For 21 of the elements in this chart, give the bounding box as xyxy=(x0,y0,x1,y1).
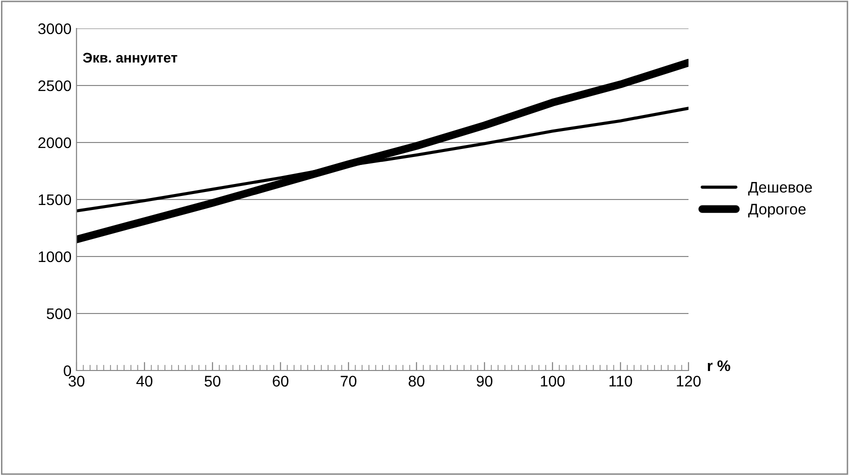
x-axis-title: r % xyxy=(708,360,730,372)
x-tick-label: 90 xyxy=(476,376,492,387)
x-tick-label: 30 xyxy=(68,376,84,387)
y-tick-label: 500 xyxy=(46,308,72,320)
legend-label: Дорогое xyxy=(748,204,806,218)
y-axis-title: Экв. аннуитет xyxy=(82,52,178,66)
x-tick-label: 120 xyxy=(676,376,701,387)
x-tick-label: 100 xyxy=(540,376,565,387)
y-tick-label: 2500 xyxy=(38,80,72,92)
x-tick-label: 40 xyxy=(136,376,152,387)
y-tick-label: 2000 xyxy=(38,137,72,148)
x-tick-label: 110 xyxy=(609,376,632,387)
y-tick-label: 3000 xyxy=(38,23,72,34)
y-tick-label: 0 xyxy=(64,365,72,376)
x-tick-label: 80 xyxy=(408,376,424,387)
y-tick-label: 1000 xyxy=(38,251,72,262)
x-tick-label: 60 xyxy=(272,376,288,387)
y-tick-label: 1500 xyxy=(38,194,72,206)
x-tick-label: 70 xyxy=(340,376,356,387)
legend-label: Дешевое xyxy=(748,182,812,196)
x-tick-label: 50 xyxy=(204,376,220,387)
